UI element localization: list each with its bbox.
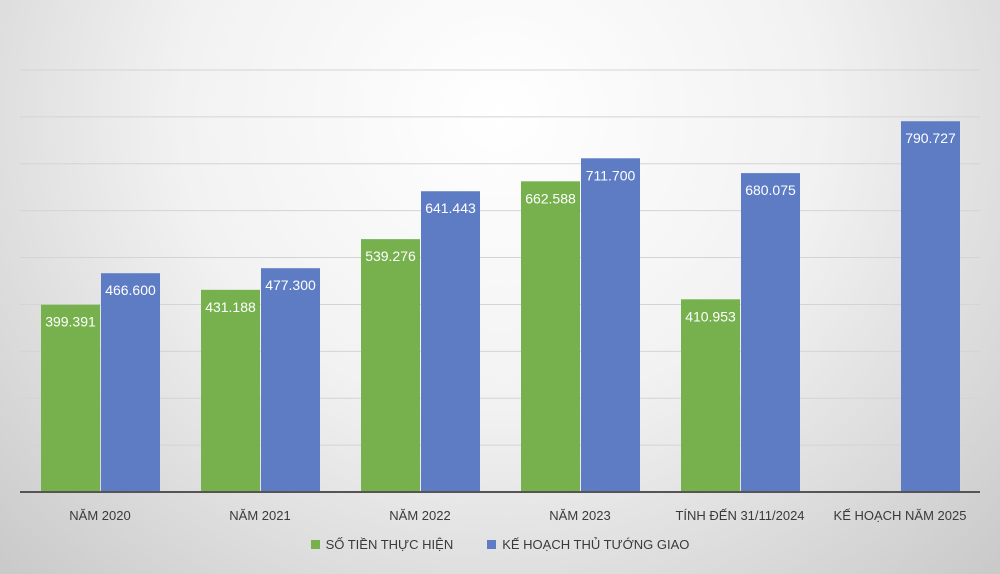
legend-label-plan: KẾ HOẠCH THỦ TƯỚNG GIAO [502, 537, 690, 552]
bar-label-plan-2: 641.443 [425, 200, 476, 216]
bar-plan-5 [901, 121, 960, 493]
bar-actual-0 [41, 304, 100, 492]
bar-actual-2 [361, 239, 420, 492]
bars [41, 121, 960, 493]
bar-actual-3 [521, 181, 580, 492]
bar-label-actual-2: 539.276 [365, 248, 416, 264]
legend: SỐ TIỀN THỰC HIỆN KẾ HOẠCH THỦ TƯỚNG GIA… [0, 537, 1000, 552]
legend-swatch-actual [310, 540, 320, 549]
legend-item-actual: SỐ TIỀN THỰC HIỆN [310, 537, 454, 552]
bar-label-plan-4: 680.075 [745, 182, 796, 198]
category-label-0: NĂM 2020 [69, 508, 130, 523]
data-labels: 399.391 466.600 431.188 477.300 539.276 641.4… [45, 130, 956, 329]
bar-plan-1 [261, 268, 320, 492]
bar-plan-3 [581, 158, 640, 492]
bar-label-plan-1: 477.300 [265, 277, 316, 293]
bar-label-plan-5: 790.727 [905, 130, 956, 146]
bar-label-actual-4: 410.953 [685, 308, 736, 324]
category-label-4: TÍNH ĐẾN 31/11/2024 [675, 508, 804, 523]
bar-actual-1 [201, 289, 260, 492]
category-label-3: NĂM 2023 [549, 508, 610, 523]
category-labels: NĂM 2020 NĂM 2021 NĂM 2022 NĂM 2023 TÍNH ĐẾN… [69, 508, 966, 523]
bar-plan-4 [741, 173, 800, 492]
bar-label-actual-3: 662.588 [525, 190, 576, 206]
category-label-1: NĂM 2021 [229, 508, 290, 523]
legend-item-plan: KẾ HOẠCH THỦ TƯỚNG GIAO [487, 537, 689, 552]
bar-plan-2 [421, 191, 480, 492]
gridlines [20, 69, 980, 446]
bar-label-actual-0: 399.391 [45, 314, 96, 330]
legend-label-actual: SỐ TIỀN THỰC HIỆN [325, 537, 454, 552]
bar-actual-4 [681, 299, 740, 492]
bar-plan-0 [101, 273, 160, 492]
bar-label-plan-0: 466.600 [105, 282, 156, 298]
legend-swatch-plan [487, 540, 497, 549]
bar-label-plan-3: 711.700 [586, 167, 636, 183]
category-label-5: KẾ HOẠCH NĂM 2025 [834, 508, 967, 523]
category-label-2: NĂM 2022 [389, 508, 450, 523]
bar-label-actual-1: 431.188 [205, 299, 256, 315]
